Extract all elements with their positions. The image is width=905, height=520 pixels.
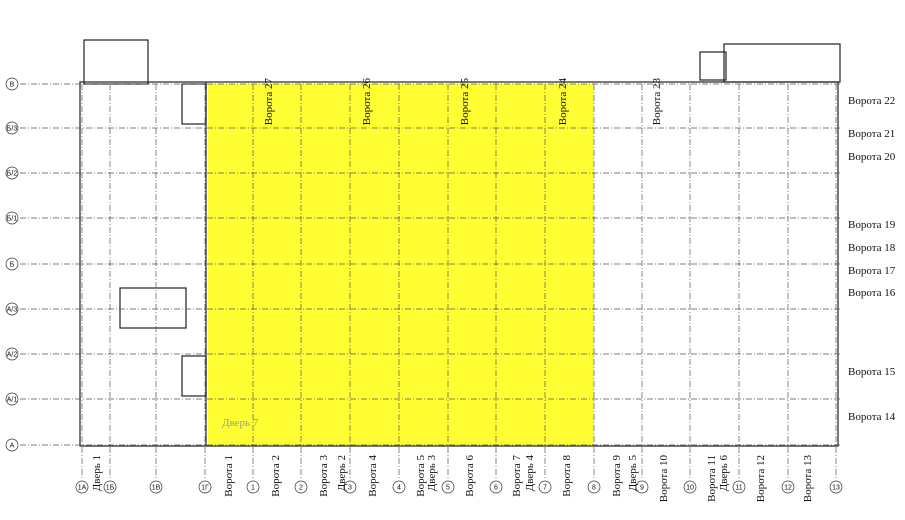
axis-bubble (294, 480, 308, 494)
gate-label: Ворота 3 (318, 455, 330, 497)
column-label: 13 (832, 485, 840, 492)
axis-bubble (343, 480, 357, 494)
column-label: 12 (784, 485, 792, 492)
axis-bubble (5, 347, 19, 361)
column-label: 11 (735, 485, 742, 492)
axis-bubble (732, 480, 746, 494)
gate-label: Ворота 7 (511, 455, 523, 497)
column-label: 3 (348, 485, 352, 492)
stair (119, 287, 187, 329)
gate-label: Дверь 2 (336, 455, 348, 491)
row-label: Б (10, 262, 15, 269)
gate-label: Ворота 14 (848, 411, 896, 423)
gate-label: Ворота 6 (464, 455, 476, 497)
gate-label: Ворота 15 (848, 366, 896, 378)
gate-label: Дверь 5 (627, 455, 639, 492)
column-label: 7 (543, 485, 547, 492)
gate-label: Дверь 1 (91, 455, 103, 491)
column-label: 8 (592, 485, 596, 492)
row-label: Б/2 (7, 171, 18, 178)
axis-bubble (5, 77, 19, 91)
annex (83, 39, 149, 85)
gate-label: Ворота 8 (561, 455, 573, 497)
column-label: 9 (640, 485, 644, 492)
column-label: 10 (686, 485, 694, 492)
gate-label: Ворота 1 (223, 455, 235, 497)
gate-label: Ворота 25 (459, 78, 471, 126)
gate-label: Ворота 9 (611, 455, 623, 497)
gate-label: Дверь 6 (718, 455, 730, 492)
gate-label: Ворота 20 (848, 151, 896, 163)
column-label: 1Г (201, 485, 209, 492)
row-label: А/3 (7, 307, 18, 314)
gate-label: Ворота 22 (848, 95, 895, 107)
axis-bubble (829, 480, 843, 494)
gate-label: Ворота 27 (263, 78, 275, 126)
inner-label: Дверь 7 (222, 417, 259, 429)
axis-bubble (5, 166, 19, 180)
column-label: 6 (494, 485, 498, 492)
axis-bubble (198, 480, 212, 494)
gate-label: Ворота 24 (557, 78, 569, 126)
gate-label: Ворота 17 (848, 265, 896, 277)
gate-label: Ворота 11 (706, 455, 718, 502)
row-label: А/2 (7, 352, 18, 359)
row-label: А (10, 443, 15, 450)
axis-bubble (5, 438, 19, 452)
gate-label: Ворота 21 (848, 128, 895, 140)
gate-label: Ворота 4 (367, 455, 379, 497)
column-label: 1 (251, 485, 255, 492)
axis-bubble (489, 480, 503, 494)
axis-bubble (103, 480, 117, 494)
gate-label: Ворота 12 (755, 455, 767, 502)
axis-bubble (5, 257, 19, 271)
axis-bubble (5, 302, 19, 316)
gate-label: Ворота 13 (802, 455, 814, 503)
gate-label: Ворота 18 (848, 242, 896, 254)
row-label: В (10, 82, 15, 89)
annex (699, 51, 727, 81)
gate-label: Ворота 2 (270, 455, 282, 497)
axis-bubble (587, 480, 601, 494)
axis-bubble (5, 121, 19, 135)
axis-bubble (538, 480, 552, 494)
annex (723, 43, 841, 83)
column-label: 1А (78, 485, 87, 492)
column-label: 5 (446, 485, 450, 492)
gate-label: Дверь 3 (426, 455, 438, 492)
axis-bubble (781, 480, 795, 494)
axis-bubble (392, 480, 406, 494)
gate-label: Ворота 10 (658, 455, 670, 503)
gate-label: Ворота 26 (361, 78, 373, 126)
gate-label: Ворота 19 (848, 219, 896, 231)
axis-bubble (75, 480, 89, 494)
axis-bubble (5, 392, 19, 406)
gate-label: Ворота 16 (848, 287, 896, 299)
axis-bubble (246, 480, 260, 494)
axis-bubble (635, 480, 649, 494)
column-label: 2 (299, 485, 303, 492)
gate-label: Ворота 5 (415, 455, 427, 497)
axis-bubble (149, 480, 163, 494)
axis-bubble (5, 211, 19, 225)
row-label: Б/3 (7, 126, 18, 133)
column-label: 4 (397, 485, 401, 492)
axis-bubble (441, 480, 455, 494)
column-label: 1В (152, 485, 161, 492)
row-label: Б/1 (7, 216, 18, 223)
gate-label: Дверь 4 (524, 455, 536, 492)
axis-bubble (683, 480, 697, 494)
row-label: А/1 (7, 397, 18, 404)
highlighted-area (208, 84, 594, 445)
gate-label: Ворота 23 (651, 78, 663, 126)
stair (181, 355, 207, 397)
stair (181, 83, 207, 125)
column-label: 1Б (106, 485, 115, 492)
